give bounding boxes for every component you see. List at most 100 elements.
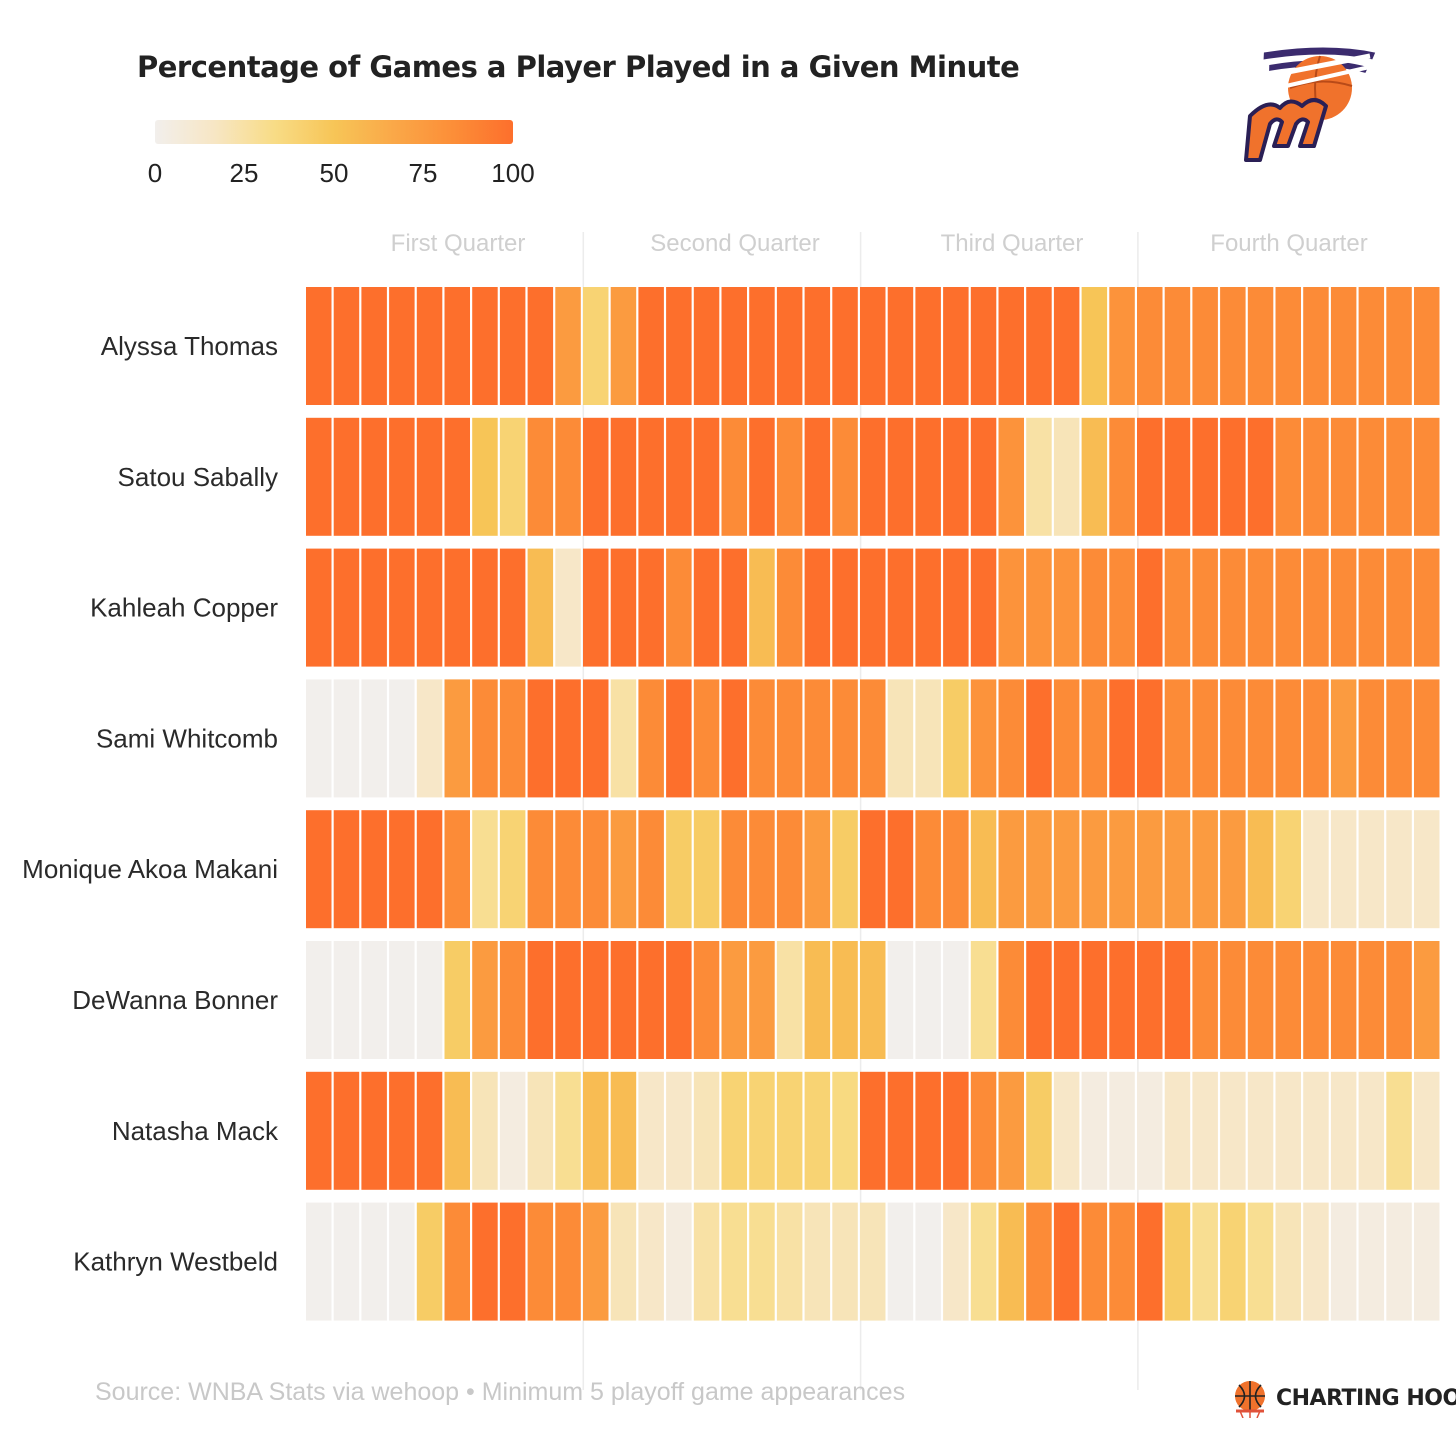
heatmap-cell [1358, 287, 1385, 405]
heatmap-cell [638, 417, 664, 536]
heatmap-cell [333, 287, 360, 405]
heatmap-cell [1247, 679, 1274, 798]
heatmap-cell [1386, 1202, 1412, 1321]
heatmap-cell [1109, 1071, 1135, 1190]
heatmap-cell [610, 287, 637, 405]
heatmap-cell [389, 1071, 415, 1190]
legend-tick-50: 50 [319, 158, 349, 188]
heatmap-cell [1026, 679, 1052, 798]
heatmap-cell [1303, 1202, 1329, 1321]
heatmap-cell [666, 1071, 692, 1190]
heatmap-cell [1330, 417, 1357, 536]
heatmap-cell [804, 1071, 831, 1190]
heatmap-cell [306, 287, 332, 405]
player-label: DeWanna Bonner [72, 985, 278, 1015]
heatmap-cell [832, 1071, 858, 1190]
heatmap-cell [970, 1202, 997, 1321]
heatmap-cell [555, 417, 581, 536]
heatmap-cell [721, 287, 747, 405]
heatmap-cell [1109, 679, 1135, 798]
heatmap-cell [1330, 679, 1357, 798]
heatmap-cell [499, 941, 526, 1059]
heatmap-cell [1026, 941, 1052, 1059]
heatmap-cell [860, 1071, 886, 1190]
heatmap-cell [1192, 810, 1218, 929]
heatmap-cell [638, 287, 664, 405]
player-label: Sami Whitcomb [96, 723, 278, 753]
source-note: Source: WNBA Stats via wehoop • Minimum … [95, 1378, 906, 1406]
team-logo-icon: m [1244, 47, 1376, 162]
heatmap-cells [306, 287, 1440, 1321]
heatmap-cell [749, 548, 775, 667]
heatmap-cell [1358, 810, 1385, 929]
heatmap-cell [1164, 679, 1191, 798]
heatmap-cell [610, 1071, 637, 1190]
heatmap-cell [306, 417, 332, 536]
heatmap-cell [527, 1071, 554, 1190]
heatmap-cell [943, 548, 969, 667]
heatmap-cell [1053, 941, 1080, 1059]
heatmap-cell [610, 679, 637, 798]
heatmap-cell [804, 810, 831, 929]
heatmap-cell [527, 679, 554, 798]
heatmap-cell [1081, 1071, 1108, 1190]
heatmap-cell [1081, 679, 1108, 798]
heatmap-cell [1164, 417, 1191, 536]
heatmap-cell [860, 287, 886, 405]
heatmap-cell [416, 548, 443, 667]
heatmap-cell [1137, 679, 1163, 798]
heatmap-cell [638, 941, 664, 1059]
heatmap-cell [555, 287, 581, 405]
heatmap-cell [693, 287, 720, 405]
quarter-label: Third Quarter [941, 230, 1084, 257]
heatmap-cell [776, 287, 803, 405]
heatmap-cell [444, 417, 470, 536]
heatmap-cell [389, 941, 415, 1059]
heatmap-cell [998, 810, 1024, 929]
heatmap-cell [527, 1202, 554, 1321]
heatmap-cell [887, 810, 914, 929]
heatmap-cell [1358, 417, 1385, 536]
heatmap-cell [472, 287, 498, 405]
heatmap-cell [1109, 548, 1135, 667]
heatmap-cell [998, 679, 1024, 798]
heatmap-cell [915, 548, 941, 667]
heatmap-cell [389, 548, 415, 667]
heatmap-cell [1386, 548, 1412, 667]
heatmap-cell [444, 287, 470, 405]
heatmap-cell [1220, 810, 1246, 929]
heatmap-cell [1053, 1071, 1080, 1190]
heatmap-cell [693, 679, 720, 798]
heatmap-cell [915, 810, 941, 929]
heatmap-cell [1053, 810, 1080, 929]
heatmap-cell [1220, 1202, 1246, 1321]
player-label: Monique Akoa Makani [22, 854, 278, 884]
heatmap-cell [915, 1202, 941, 1321]
heatmap-cell [610, 941, 637, 1059]
heatmap-cell [583, 941, 609, 1059]
heatmap-cell [666, 679, 692, 798]
heatmap-cell [915, 287, 941, 405]
heatmap-cell [499, 810, 526, 929]
heatmap-cell [1386, 417, 1412, 536]
heatmap-cell [499, 548, 526, 667]
heatmap-cell [832, 548, 858, 667]
heatmap-cell [555, 679, 581, 798]
heatmap-cell [1303, 679, 1329, 798]
heatmap-cell [970, 1071, 997, 1190]
heatmap-cell [1247, 1202, 1274, 1321]
heatmap-cell [638, 1202, 664, 1321]
heatmap-cell [1220, 941, 1246, 1059]
heatmap-cell [472, 679, 498, 798]
heatmap-cell [306, 941, 332, 1059]
heatmap-cell [416, 287, 443, 405]
heatmap-cell [915, 941, 941, 1059]
heatmap-cell [721, 941, 747, 1059]
heatmap-cell [1164, 548, 1191, 667]
heatmap-cell [416, 679, 443, 798]
heatmap-cell [776, 679, 803, 798]
heatmap-cell [333, 417, 360, 536]
heatmap-cell [638, 810, 664, 929]
heatmap-cell [610, 810, 637, 929]
heatmap-cell [472, 1202, 498, 1321]
